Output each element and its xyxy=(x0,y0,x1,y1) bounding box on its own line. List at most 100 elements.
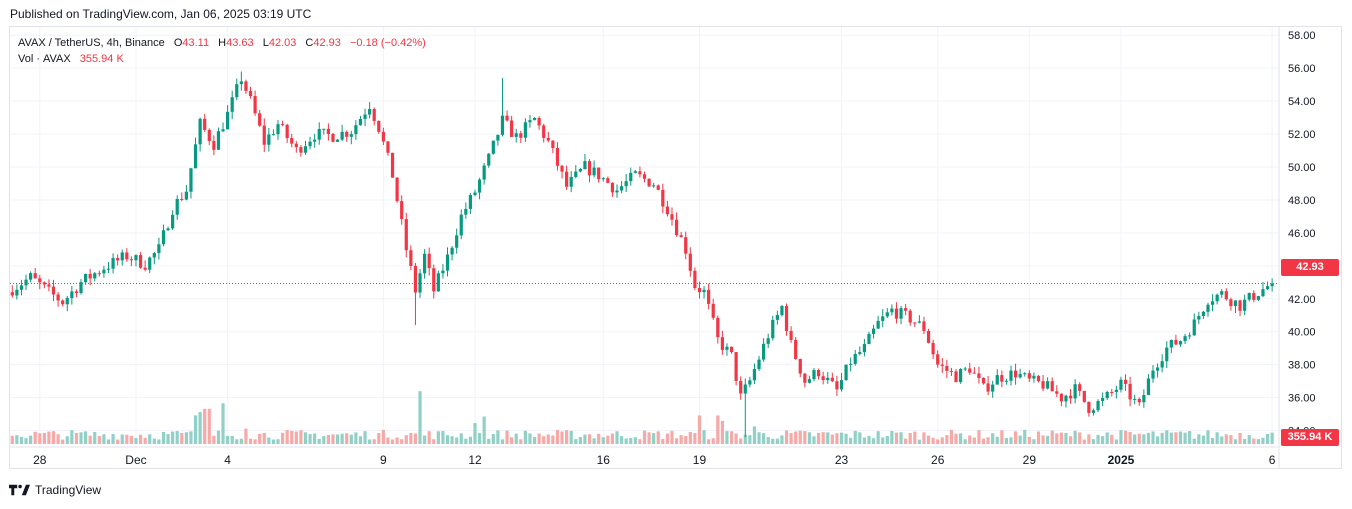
volume-bar xyxy=(1142,434,1146,444)
candle-body xyxy=(175,198,179,215)
candle-body xyxy=(180,198,184,200)
candle-body xyxy=(138,255,143,268)
candle-body xyxy=(523,122,527,138)
volume-bar xyxy=(633,437,637,444)
candle-body xyxy=(1197,315,1201,320)
candle-body xyxy=(189,168,193,192)
volume-bar xyxy=(1169,432,1173,444)
high-value: 43.63 xyxy=(226,37,254,49)
volume-bar xyxy=(244,428,248,444)
volume-bar xyxy=(386,437,390,444)
volume-bar xyxy=(775,438,779,444)
volume-bar xyxy=(331,434,335,444)
time-tick-label: 9 xyxy=(380,453,387,467)
candle-body xyxy=(239,81,243,85)
tradingview-brand[interactable]: TradingView xyxy=(9,483,101,497)
volume-bar xyxy=(679,435,683,444)
volume-bar xyxy=(565,430,569,444)
volume-bar xyxy=(1160,432,1164,444)
candle-body xyxy=(230,97,234,112)
volume-bar xyxy=(528,433,532,444)
candle-body xyxy=(70,291,74,299)
candle-body xyxy=(1096,401,1100,411)
candle-body xyxy=(409,250,413,266)
volume-bar xyxy=(1178,431,1183,444)
candle-body xyxy=(615,190,619,193)
volume-bar xyxy=(619,436,624,444)
candle-body xyxy=(340,131,344,140)
candle-body xyxy=(505,115,509,121)
candle-body xyxy=(1160,361,1164,368)
candle-body xyxy=(1270,283,1274,287)
candle-body xyxy=(674,219,679,236)
candle-body xyxy=(290,138,294,144)
volume-bar xyxy=(152,438,156,444)
candle-body xyxy=(1146,378,1151,396)
volume-bar xyxy=(441,430,445,444)
candle-body xyxy=(1055,391,1059,394)
candle-body xyxy=(216,131,221,150)
volume-bar xyxy=(65,436,69,444)
tradingview-logo-icon xyxy=(9,484,30,496)
volume-bar xyxy=(661,438,665,444)
volume-bar xyxy=(455,437,459,444)
volume-bar xyxy=(459,433,463,444)
volume-bar xyxy=(335,434,340,444)
candle-body xyxy=(477,179,482,193)
volume-bar xyxy=(826,432,830,444)
vol-symbol: AVAX xyxy=(42,53,71,65)
candle-body xyxy=(161,230,166,245)
volume-bar xyxy=(129,435,134,444)
volume-bar xyxy=(574,439,578,444)
volume-bar xyxy=(670,430,674,444)
candle-body xyxy=(148,257,152,270)
candle-body xyxy=(313,139,317,142)
volume-bar xyxy=(922,432,926,444)
candle-body xyxy=(1009,370,1013,381)
volume-bar xyxy=(427,431,431,444)
candle-body xyxy=(844,364,848,381)
candle-body xyxy=(116,258,120,261)
candle-body xyxy=(697,287,702,293)
volume-bar xyxy=(1201,435,1206,444)
volume-bar xyxy=(432,439,436,444)
volume-bar xyxy=(166,434,170,444)
volume-bar xyxy=(615,431,619,444)
volume-bar xyxy=(1032,439,1036,444)
volume-bar xyxy=(47,431,51,444)
volume-bar xyxy=(61,439,65,444)
candle-body xyxy=(1224,291,1228,300)
volume-bar xyxy=(111,434,115,444)
candle-body xyxy=(464,208,468,215)
low-label: L xyxy=(262,37,269,49)
candle-body xyxy=(812,370,816,380)
candle-body xyxy=(1018,374,1022,378)
volume-bar xyxy=(784,430,789,444)
volume-bar xyxy=(280,432,285,444)
volume-bar xyxy=(780,435,784,444)
candle-body xyxy=(684,237,688,254)
candle-body xyxy=(1220,291,1224,295)
candle-body xyxy=(271,134,276,136)
candle-body xyxy=(303,146,308,153)
candle-body xyxy=(890,308,894,313)
candle-body xyxy=(1206,304,1210,312)
candle-body xyxy=(972,372,976,374)
candle-body xyxy=(771,319,775,339)
candle-body xyxy=(839,380,844,390)
volume-bar xyxy=(702,430,706,444)
volume-bar xyxy=(267,437,271,444)
candle-body xyxy=(29,273,33,280)
volume-bar xyxy=(1243,438,1247,444)
volume-bar xyxy=(258,433,262,444)
volume-bar xyxy=(88,435,92,444)
volume-bar xyxy=(1009,437,1013,444)
volume-bar xyxy=(665,433,670,444)
volume-bar xyxy=(38,433,42,444)
volume-bar xyxy=(276,439,280,444)
vol-label[interactable]: Vol xyxy=(18,53,34,65)
candle-body xyxy=(1078,384,1082,391)
symbol-label[interactable]: AVAX / TetherUS, 4h, Binance xyxy=(18,37,165,49)
candle-body xyxy=(656,185,660,190)
